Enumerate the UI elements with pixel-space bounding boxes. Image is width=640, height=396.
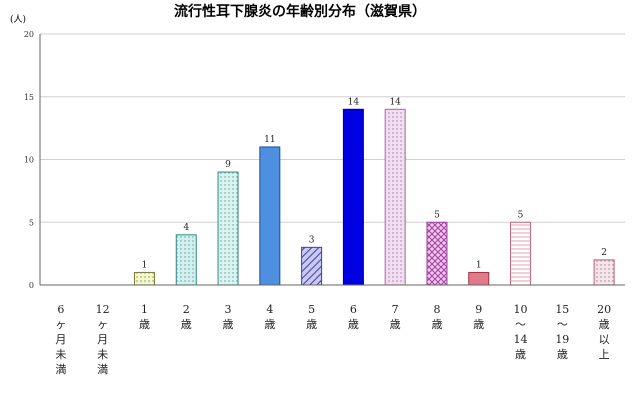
bar-pattern xyxy=(426,222,447,285)
category-label-line: 未 xyxy=(97,348,108,361)
category-label-line: 歳 xyxy=(599,318,610,331)
category-label-line: 4 xyxy=(266,303,273,316)
category-label: 20 歳以上 xyxy=(597,303,611,361)
y-axis-label: (人) xyxy=(10,14,26,25)
category-label-line: 歳 xyxy=(431,318,442,331)
category-label-line: 19 xyxy=(555,333,569,346)
category-label: 12 ヶ月未満 xyxy=(96,303,110,376)
category-label-line: 歳 xyxy=(223,318,234,331)
bar-pattern xyxy=(510,222,531,285)
bar-pattern xyxy=(385,109,406,285)
category-label-line: 以 xyxy=(599,333,610,346)
category-label-line: 歳 xyxy=(473,318,484,331)
bar-pattern xyxy=(176,234,197,285)
category-label-line: 14 xyxy=(514,333,528,346)
category-label-line: 歳 xyxy=(390,318,401,331)
data-label: 14 xyxy=(348,97,360,107)
bar xyxy=(468,271,490,286)
chart-title: 流行性耳下腺炎の年齢別分布（滋賀県） xyxy=(174,3,426,20)
data-label: 4 xyxy=(183,223,189,233)
category-label-line: 歳 xyxy=(515,348,526,361)
category-label-line: 歳 xyxy=(139,318,150,331)
y-tick-label: 20 xyxy=(24,30,34,39)
category-label-line: 2 xyxy=(183,303,190,316)
data-label: 5 xyxy=(518,210,524,220)
category-label-line: 月 xyxy=(55,333,66,346)
category-label: 15 〜 19 歳 xyxy=(555,303,569,361)
data-label: 3 xyxy=(309,235,315,245)
data-label: 2 xyxy=(601,248,607,258)
category-label-line: 満 xyxy=(97,363,108,376)
category-label-line: 8 xyxy=(433,303,440,316)
category-label-line: 6 xyxy=(350,303,357,316)
data-label: 1 xyxy=(476,260,482,270)
bar xyxy=(342,108,364,286)
category-label-line: 歳 xyxy=(557,348,568,361)
category-label-line: 3 xyxy=(225,303,232,316)
category-label-line: 月 xyxy=(97,333,108,346)
category-label-line: 12 xyxy=(96,303,110,316)
category-label-line: 9 xyxy=(475,303,482,316)
category-label-line: 10 xyxy=(514,303,528,316)
bar-pattern xyxy=(218,172,239,285)
bar-pattern xyxy=(134,272,155,285)
category-label-line: 6 xyxy=(57,303,64,316)
data-label: 11 xyxy=(264,135,275,145)
bar-pattern xyxy=(594,259,615,285)
category-label-line: 歳 xyxy=(348,318,359,331)
category-label-line: 〜 xyxy=(515,318,526,331)
category-label-line: 上 xyxy=(599,348,610,361)
category-label-line: 歳 xyxy=(181,318,192,331)
y-tick-label: 15 xyxy=(24,93,34,102)
category-label-line: 歳 xyxy=(306,318,317,331)
y-axis-ticks: 0 5 10 15 20 xyxy=(24,30,34,290)
category-label-line: 満 xyxy=(55,363,66,376)
bar xyxy=(259,146,281,286)
category-label-line: ヶ xyxy=(55,318,66,331)
bars xyxy=(133,108,615,286)
gridlines xyxy=(40,33,625,223)
category-label-line: 1 xyxy=(141,303,148,316)
data-label: 5 xyxy=(434,210,440,220)
category-label-line: 〜 xyxy=(557,318,568,331)
data-label: 14 xyxy=(389,97,401,107)
category-label-line: 7 xyxy=(392,303,399,316)
data-label: 1 xyxy=(142,260,148,270)
category-label-line: 15 xyxy=(555,303,569,316)
y-tick-label: 5 xyxy=(29,218,34,227)
category-label-line: 20 xyxy=(597,303,611,316)
category-label-line: 歳 xyxy=(264,318,275,331)
category-label-line: 5 xyxy=(308,303,315,316)
category-label-line: ヶ xyxy=(97,318,108,331)
category-label-line: 未 xyxy=(55,348,66,361)
category-label: 6 ヶ月未満 xyxy=(55,303,66,376)
data-label: 9 xyxy=(225,160,231,170)
bar-pattern xyxy=(301,247,322,285)
y-tick-label: 0 xyxy=(29,281,34,290)
y-tick-label: 10 xyxy=(24,156,34,165)
category-label: 10 〜 14 歳 xyxy=(514,303,528,361)
